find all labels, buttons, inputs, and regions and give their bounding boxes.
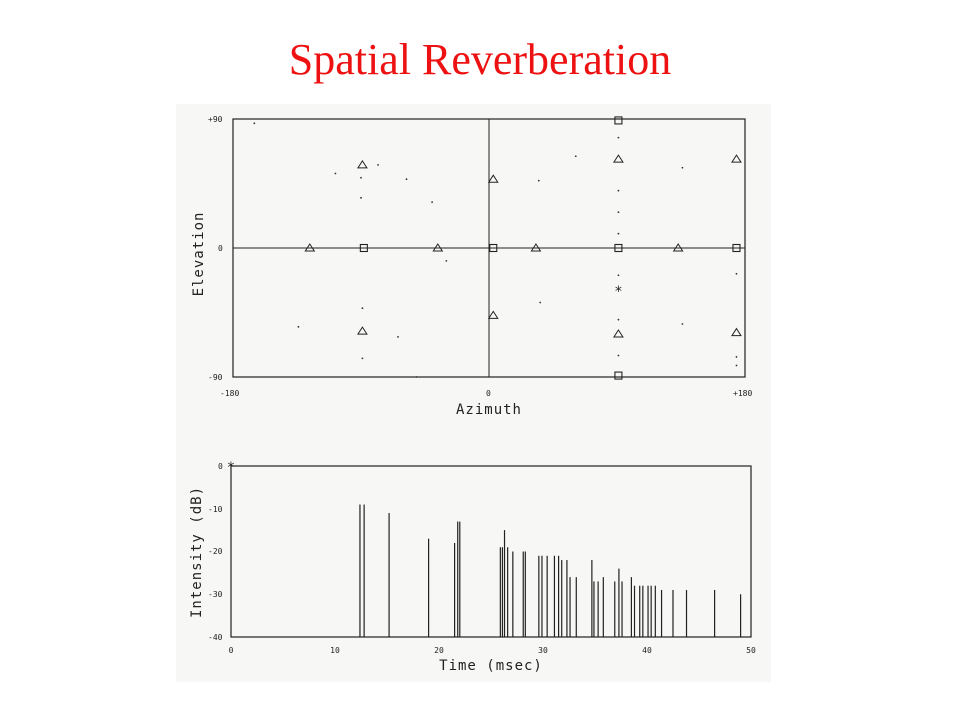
triangle-marker (357, 326, 368, 335)
y-tick-label: 0 (218, 244, 223, 253)
y-axis-title: Intensity (dB) (189, 486, 205, 618)
figure-svg: * +90 0 -90 -180 0 +180 Azimuth Elevatio… (189, 115, 756, 674)
dot-marker (360, 196, 362, 199)
dot-marker (617, 189, 620, 192)
elevation-azimuth-chart: * +90 0 -90 -180 0 +180 Azimuth Elevatio… (191, 115, 752, 418)
dot-marker (537, 179, 540, 182)
star-marker: * (614, 284, 622, 300)
dot-marker (681, 166, 684, 169)
dot-marker (735, 356, 738, 358)
x-axis-title: Time (msec) (439, 658, 543, 674)
triangle-marker (672, 243, 684, 252)
y-tick-label: -90 (208, 373, 223, 382)
bottom-x-ticks: 0 10 20 30 40 50 (229, 646, 756, 655)
figure-scan: * +90 0 -90 -180 0 +180 Azimuth Elevatio… (176, 104, 771, 682)
dot-marker (431, 201, 434, 204)
triangle-marker (487, 174, 499, 183)
dot-marker (377, 163, 379, 166)
x-axis-title: Azimuth (456, 402, 522, 418)
triangle-marker (432, 243, 444, 252)
dot-marker (253, 122, 256, 125)
y-tick-label: -40 (208, 633, 223, 642)
dot-marker (361, 357, 364, 360)
dot-marker (617, 354, 620, 357)
y-axis-title: Elevation (191, 212, 207, 297)
x-tick-label: 20 (434, 646, 444, 655)
y-tick-label: -20 (208, 547, 223, 556)
dot-marker (397, 335, 399, 338)
x-tick-label: 40 (642, 646, 652, 655)
dot-marker (617, 318, 620, 321)
triangle-marker (357, 159, 368, 169)
dot-marker (445, 260, 448, 262)
y-tick-label: +90 (208, 115, 223, 124)
triangle-marker (304, 243, 316, 252)
dot-marker (539, 301, 542, 304)
dot-marker (415, 376, 418, 378)
x-tick-label: +180 (733, 389, 752, 398)
y-tick-label: 0 (218, 462, 223, 471)
dot-marker (405, 178, 408, 181)
slide-title: Spatial Reverberation (288, 35, 672, 84)
bottom-plot-frame (230, 465, 752, 638)
dot-marker (360, 176, 362, 179)
dot-marker (334, 172, 337, 175)
triangle-marker (613, 329, 624, 338)
dot-marker (735, 272, 738, 275)
y-tick-label: -10 (208, 505, 223, 514)
square-marker (614, 243, 623, 253)
x-tick-label: -180 (220, 389, 239, 398)
dot-marker (297, 325, 300, 328)
square-marker (614, 116, 623, 125)
dot-marker (617, 274, 620, 277)
intensity-time-chart: * 0 -10 -20 -30 -40 0 10 20 30 40 50 Time (ms… (189, 460, 756, 674)
x-tick-label: 30 (538, 646, 548, 655)
triangle-marker (731, 154, 742, 163)
square-marker (489, 243, 498, 253)
square-marker (359, 243, 368, 253)
direct-sound-star: * (227, 460, 235, 476)
triangle-marker (613, 154, 624, 163)
square-marker (732, 243, 741, 253)
triangle-marker (487, 310, 499, 319)
top-marks: * (253, 116, 742, 380)
triangle-marker (530, 243, 542, 252)
bottom-marks: * (227, 460, 742, 637)
y-tick-label: -30 (208, 590, 223, 599)
dot-marker (681, 323, 684, 325)
dot-marker (361, 307, 364, 310)
square-marker (614, 371, 623, 380)
dot-marker (617, 136, 620, 139)
dot-marker (617, 232, 620, 235)
dot-marker (617, 211, 620, 214)
dot-marker (574, 155, 577, 158)
x-tick-label: 50 (746, 646, 756, 655)
dot-marker (735, 364, 738, 367)
x-tick-label: 10 (330, 646, 340, 655)
triangle-marker (731, 327, 742, 337)
x-tick-label: 0 (486, 389, 491, 398)
x-tick-label: 0 (229, 646, 234, 655)
